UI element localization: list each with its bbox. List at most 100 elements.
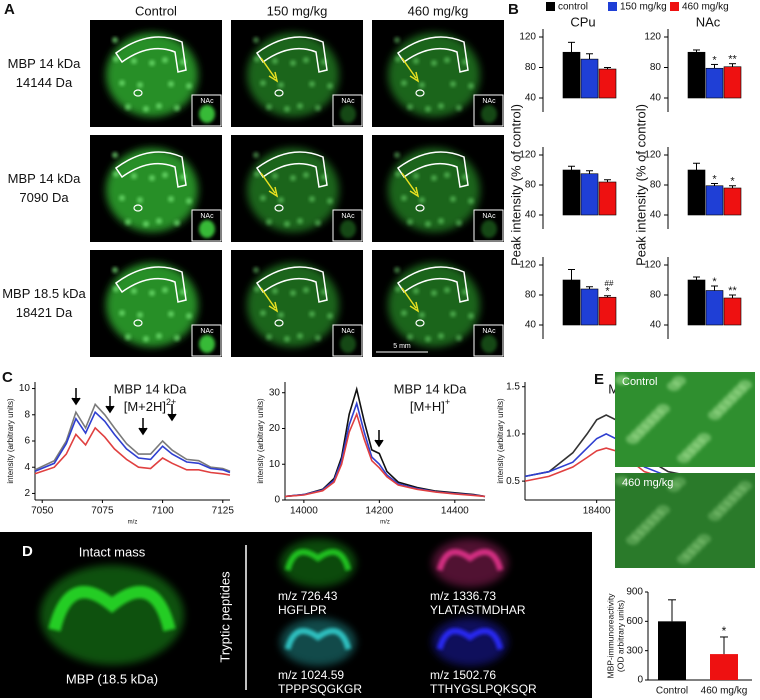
speck (112, 267, 118, 273)
cell (626, 434, 640, 444)
significance: * (730, 176, 735, 188)
speck (174, 220, 180, 226)
panel-label: C (2, 369, 13, 386)
tissue (106, 148, 198, 232)
cell (615, 375, 629, 385)
speck (156, 218, 162, 224)
bar (705, 290, 724, 326)
speck (395, 56, 401, 62)
outline (133, 204, 143, 212)
significance: ** (728, 54, 737, 66)
y-tick-label: 10 (269, 459, 281, 470)
speck (131, 288, 137, 294)
speck (407, 219, 413, 225)
speck (137, 197, 143, 203)
significance: ## (605, 279, 614, 288)
speck (290, 290, 296, 296)
y-tick-label: 300 (626, 645, 643, 656)
inset-blob (340, 335, 356, 353)
arrow (401, 57, 417, 79)
y-tick-label: 0.5 (506, 476, 520, 487)
bar (562, 51, 581, 99)
speck (431, 60, 437, 66)
y-tick-label: 80 (650, 290, 662, 301)
speck (168, 311, 174, 317)
column-header: 460 mg/kg (408, 3, 469, 18)
inset-label: NAc (200, 98, 214, 105)
cell (708, 511, 722, 521)
y-tick-label: 0 (637, 675, 643, 686)
y-tick-label: 120 (519, 32, 536, 43)
speck (253, 152, 259, 158)
outline (133, 319, 143, 327)
speck (266, 334, 272, 340)
legend-label: 150 mg/kg (620, 2, 667, 13)
speck (137, 312, 143, 318)
tissue (388, 263, 480, 347)
row-label: MBP 18.5 kDa (2, 286, 86, 301)
significance: * (712, 173, 717, 185)
image-caption: MBP (18.5 kDa) (66, 671, 158, 686)
x-axis-label: m/z (380, 520, 390, 526)
ion: [M+2H] (124, 399, 166, 414)
speck (131, 58, 137, 64)
peptide-sequence: TPPPSQGKGR (278, 682, 362, 696)
inset-blob (199, 335, 215, 353)
speck (272, 288, 278, 294)
x-tick-label: 7050 (31, 506, 54, 517)
bar (580, 288, 599, 326)
image-label: 460 mg/kg (622, 477, 673, 489)
legend-swatch (546, 2, 555, 11)
speck (278, 82, 284, 88)
row-label: MBP 14 kDa (8, 171, 82, 186)
arrow-head (268, 71, 279, 83)
bar (687, 169, 706, 216)
y-axis-label: (OD arbitrary units) (615, 600, 625, 672)
speck (137, 82, 143, 88)
group-label: Tryptic peptides (217, 571, 232, 663)
speck (425, 221, 431, 227)
y-tick-label: 120 (644, 260, 661, 271)
speck (407, 104, 413, 110)
cell (615, 476, 629, 486)
y-axis-label: Peak intensity (% of control) (508, 104, 523, 266)
speck (125, 334, 131, 340)
speck (284, 221, 290, 227)
spectrum-line (34, 402, 231, 472)
y-tick-label: 40 (525, 320, 537, 331)
speck (468, 313, 474, 319)
brain-image: NAc (90, 250, 222, 357)
image-title: Intact mass (79, 544, 146, 559)
arrow-head (409, 301, 420, 313)
plot-title: MBP 14 kDa (394, 381, 468, 396)
speck (156, 103, 162, 109)
ion: [M+H] (410, 399, 445, 414)
peptide-sequence: YLATASTMDHAR (430, 603, 526, 617)
outline (274, 89, 284, 97)
speck (253, 37, 259, 43)
outline (255, 151, 328, 188)
speck (260, 310, 266, 316)
speck (413, 173, 419, 179)
speck (419, 312, 425, 318)
inset-label: NAc (200, 328, 214, 335)
speck (143, 106, 149, 112)
brain-image: NAc (90, 135, 222, 242)
speck (394, 267, 400, 273)
speck (186, 83, 192, 89)
inset-label: NAc (341, 98, 355, 105)
scale-bar-label: 5 mm (393, 343, 411, 350)
speck (174, 335, 180, 341)
x-tick-label: 460 mg/kg (701, 686, 748, 697)
speck (444, 57, 450, 63)
row-label: 18421 Da (16, 305, 73, 320)
speck (266, 104, 272, 110)
legend-label: control (558, 2, 588, 13)
inset-blob (481, 335, 497, 353)
panel-label: B (508, 1, 519, 18)
y-tick-label: 80 (525, 290, 537, 301)
speck (119, 195, 125, 201)
tissue-band (284, 549, 352, 572)
y-tick-label: 80 (525, 180, 537, 191)
